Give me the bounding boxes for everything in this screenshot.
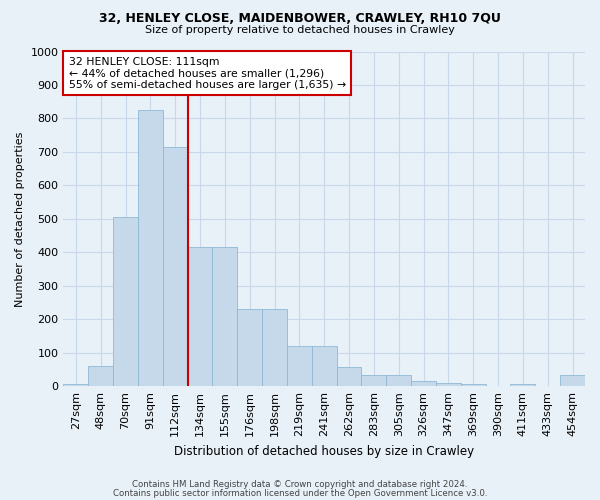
Bar — [337, 367, 361, 386]
Bar — [560, 374, 585, 386]
Y-axis label: Number of detached properties: Number of detached properties — [15, 131, 25, 306]
Bar — [386, 374, 411, 386]
Bar — [163, 147, 188, 386]
Bar — [212, 248, 237, 386]
Bar — [64, 384, 88, 386]
Text: Contains HM Land Registry data © Crown copyright and database right 2024.: Contains HM Land Registry data © Crown c… — [132, 480, 468, 489]
Bar — [188, 248, 212, 386]
Bar — [461, 384, 485, 386]
Bar — [287, 346, 312, 387]
Bar — [511, 384, 535, 386]
Bar — [312, 346, 337, 387]
Bar — [88, 366, 113, 386]
Text: Contains public sector information licensed under the Open Government Licence v3: Contains public sector information licen… — [113, 488, 487, 498]
Text: 32 HENLEY CLOSE: 111sqm
← 44% of detached houses are smaller (1,296)
55% of semi: 32 HENLEY CLOSE: 111sqm ← 44% of detache… — [68, 56, 346, 90]
Bar — [361, 374, 386, 386]
Bar — [262, 310, 287, 386]
Bar — [113, 217, 138, 386]
Bar — [138, 110, 163, 386]
Text: 32, HENLEY CLOSE, MAIDENBOWER, CRAWLEY, RH10 7QU: 32, HENLEY CLOSE, MAIDENBOWER, CRAWLEY, … — [99, 12, 501, 26]
Text: Size of property relative to detached houses in Crawley: Size of property relative to detached ho… — [145, 25, 455, 35]
Bar — [237, 310, 262, 386]
Bar — [411, 382, 436, 386]
X-axis label: Distribution of detached houses by size in Crawley: Distribution of detached houses by size … — [174, 444, 474, 458]
Bar — [436, 383, 461, 386]
